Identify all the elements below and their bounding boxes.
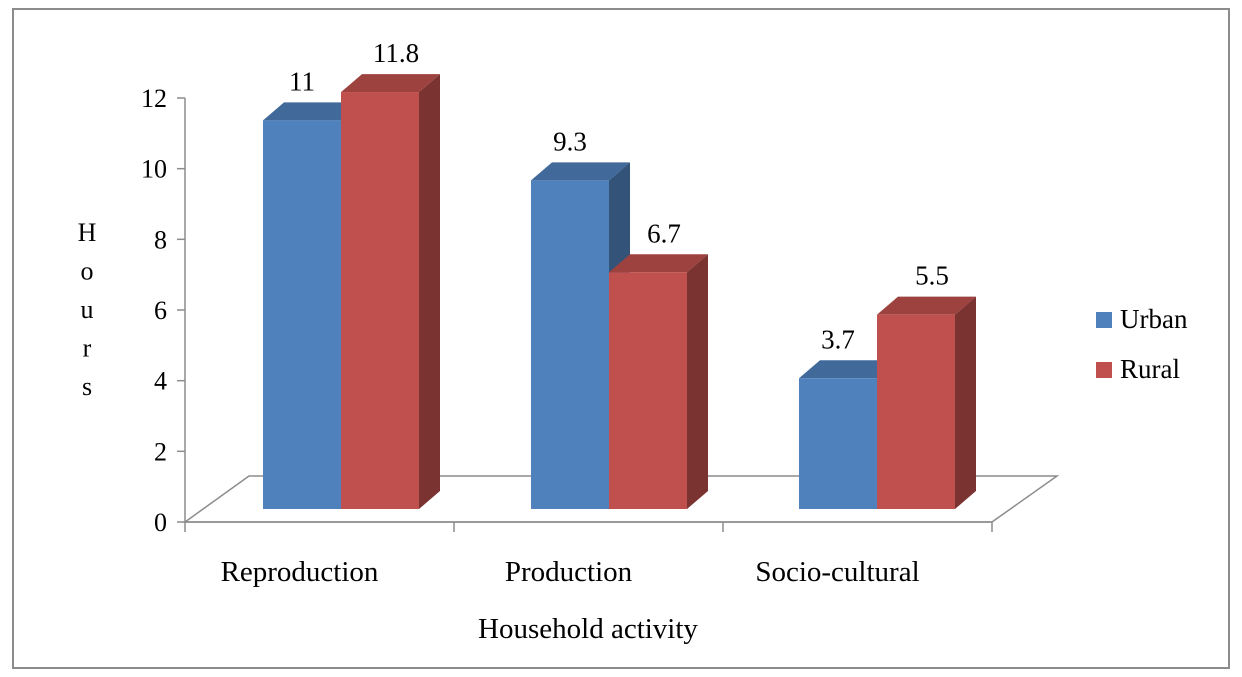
y-tick-label: 6 — [154, 296, 167, 325]
bar-rural-socio-cultural — [877, 296, 976, 509]
data-label: 3.7 — [821, 324, 855, 354]
bar-front-face — [531, 180, 609, 509]
bar-front-face — [609, 272, 687, 509]
data-label: 11 — [289, 66, 315, 96]
bar-rural-production — [609, 254, 708, 509]
x-tick-label: Socio-cultural — [755, 556, 919, 588]
legend-label-rural: Rural — [1120, 354, 1180, 384]
bar-top-face — [263, 102, 362, 121]
data-label: 9.3 — [553, 126, 587, 156]
y-tick-label: 4 — [154, 367, 167, 396]
y-axis-title-letter: o — [81, 257, 94, 286]
bar-top-face — [877, 296, 976, 315]
bar-front-face — [341, 92, 419, 510]
data-label: 11.8 — [373, 38, 419, 68]
y-axis-title-letter: s — [82, 372, 92, 401]
bars-layer — [263, 74, 976, 510]
x-tick-label: Reproduction — [221, 556, 379, 588]
y-tick-label: 2 — [154, 437, 167, 466]
y-tick-label: 10 — [141, 155, 167, 184]
legend-swatch-urban — [1096, 312, 1112, 328]
bar-top-face — [531, 162, 630, 181]
x-tick-label: Production — [505, 556, 633, 588]
data-label: 5.5 — [915, 261, 949, 291]
bar-front-face — [263, 120, 341, 509]
bar-top-face — [609, 254, 708, 273]
y-tick-label: 12 — [141, 84, 167, 113]
bar-side-face — [955, 296, 976, 509]
bar-top-face — [341, 74, 440, 93]
legend-swatch-rural — [1096, 362, 1112, 378]
chart-axes: 0 2 4 6 8 10 12 Reproduction Production Socio-cul… — [141, 84, 993, 588]
y-axis-title-letter: u — [81, 295, 94, 324]
bar-front-face — [877, 314, 955, 509]
y-axis-title-letter: H — [78, 218, 97, 247]
bar-rural-reproduction — [341, 74, 440, 510]
y-tick-label: 8 — [154, 225, 167, 254]
chart-frame — [12, 8, 1230, 669]
y-axis-title-letter: r — [83, 334, 92, 363]
bar-side-face — [687, 254, 708, 509]
data-label: 6.7 — [647, 218, 681, 248]
bar-front-face — [799, 378, 877, 509]
bar-side-face — [419, 74, 440, 510]
data-labels-layer: 11 11.8 9.3 6.7 3.7 5.5 — [289, 38, 949, 354]
legend: Urban Rural — [1096, 304, 1188, 384]
y-tick-label: 0 — [154, 508, 167, 537]
legend-label-urban: Urban — [1120, 304, 1188, 334]
bar-top-face — [799, 360, 898, 379]
x-axis-title: Household activity — [478, 613, 698, 645]
